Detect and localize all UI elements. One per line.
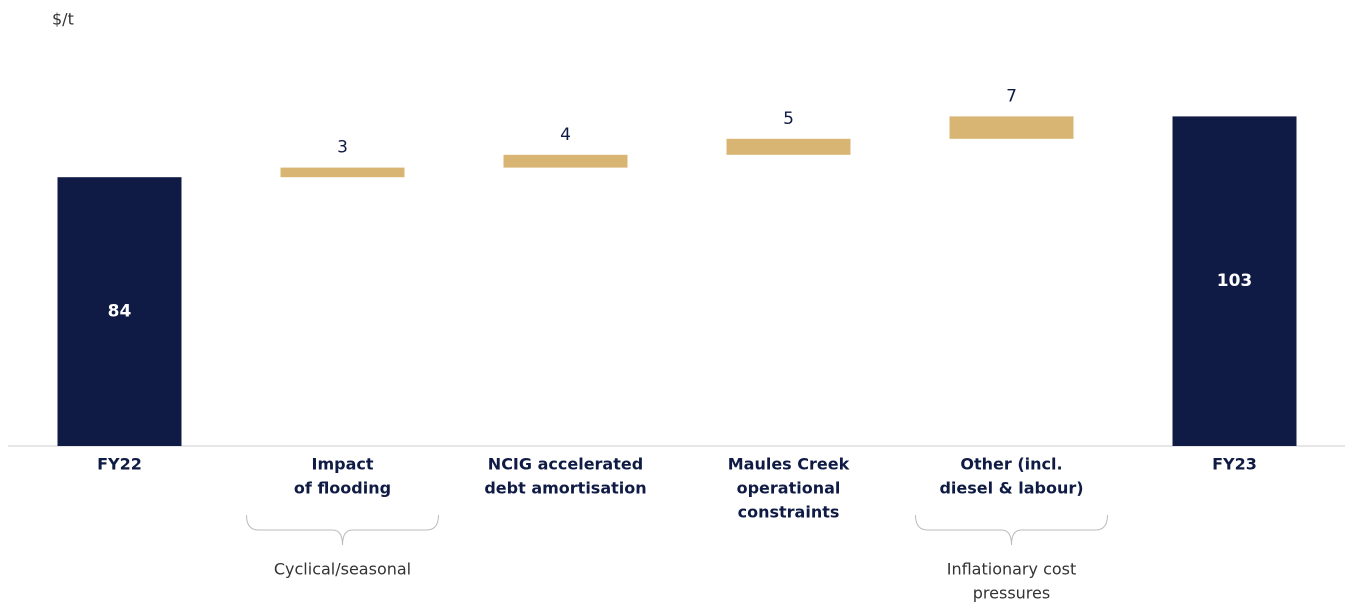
value-label: 84 xyxy=(108,302,132,322)
x-tick-label: debt amortisation xyxy=(484,479,646,498)
value-label: 3 xyxy=(337,138,348,158)
bar xyxy=(280,167,405,178)
value-label: 103 xyxy=(1217,271,1253,291)
bar xyxy=(57,177,182,446)
annotation: pressures xyxy=(973,584,1050,603)
x-tick-label: FY22 xyxy=(97,455,142,474)
value-label: 4 xyxy=(560,125,571,145)
bracket xyxy=(246,514,439,546)
x-tick-label: operational xyxy=(737,479,841,498)
x-tick-label: constraints xyxy=(738,503,840,522)
bar xyxy=(1172,116,1297,447)
annotation: Inflationary cost xyxy=(947,560,1077,579)
bar xyxy=(503,154,628,168)
x-tick-label: Other (incl. xyxy=(960,455,1062,474)
unit-label: $/t xyxy=(52,10,74,29)
value-label: 7 xyxy=(1006,86,1017,106)
annotation: Cyclical/seasonal xyxy=(274,560,411,579)
x-tick-label: Maules Creek xyxy=(728,455,850,474)
x-tick-label: FY23 xyxy=(1212,455,1257,474)
value-label: 5 xyxy=(783,109,794,129)
x-tick-label: Impact xyxy=(311,455,373,474)
x-tick-label: NCIG accelerated xyxy=(488,455,643,474)
bar xyxy=(949,116,1074,139)
bracket xyxy=(915,514,1108,546)
x-tick-label: diesel & labour) xyxy=(939,479,1083,498)
x-tick-label: of flooding xyxy=(294,479,391,498)
bar xyxy=(726,138,851,155)
